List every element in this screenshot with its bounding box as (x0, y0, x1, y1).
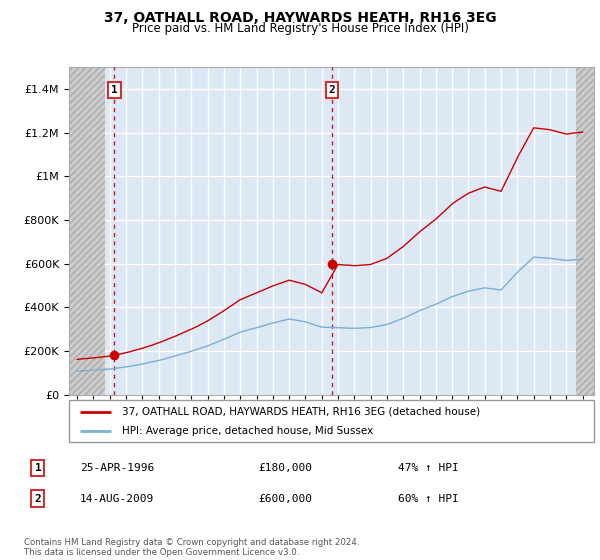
Text: 37, OATHALL ROAD, HAYWARDS HEATH, RH16 3EG (detached house): 37, OATHALL ROAD, HAYWARDS HEATH, RH16 3… (121, 407, 479, 417)
Text: £180,000: £180,000 (259, 463, 313, 473)
Text: 60% ↑ HPI: 60% ↑ HPI (398, 493, 458, 503)
Text: 47% ↑ HPI: 47% ↑ HPI (398, 463, 458, 473)
Text: HPI: Average price, detached house, Mid Sussex: HPI: Average price, detached house, Mid … (121, 426, 373, 436)
Bar (576, 67, 594, 395)
Text: Contains HM Land Registry data © Crown copyright and database right 2024.
This d: Contains HM Land Registry data © Crown c… (24, 538, 359, 557)
Text: 25-APR-1996: 25-APR-1996 (80, 463, 154, 473)
Text: 37, OATHALL ROAD, HAYWARDS HEATH, RH16 3EG: 37, OATHALL ROAD, HAYWARDS HEATH, RH16 3… (104, 11, 496, 25)
Text: 1: 1 (35, 463, 41, 473)
Text: 2: 2 (35, 493, 41, 503)
Bar (576, 67, 594, 395)
Text: £600,000: £600,000 (259, 493, 313, 503)
Text: 2: 2 (328, 85, 335, 95)
Text: Price paid vs. HM Land Registry's House Price Index (HPI): Price paid vs. HM Land Registry's House … (131, 22, 469, 35)
FancyBboxPatch shape (69, 400, 594, 442)
Text: 1: 1 (111, 85, 118, 95)
Bar (69, 67, 105, 395)
Text: 14-AUG-2009: 14-AUG-2009 (80, 493, 154, 503)
Bar (69, 67, 105, 395)
